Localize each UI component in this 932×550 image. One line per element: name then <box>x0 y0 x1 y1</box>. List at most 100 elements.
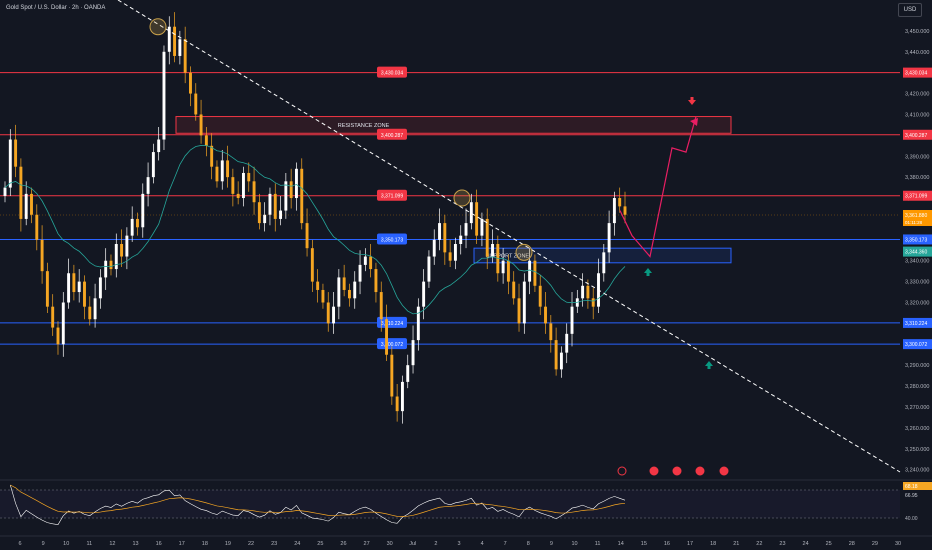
candle-body <box>289 181 293 199</box>
candle-body <box>8 139 12 188</box>
candle-body <box>416 306 420 341</box>
candle-body <box>173 26 177 56</box>
candle-body <box>178 39 182 56</box>
time-tick-label: 12 <box>109 541 115 547</box>
candle-body <box>591 298 595 307</box>
candle-body <box>268 193 272 215</box>
up-arrow-icon <box>644 268 652 276</box>
candle-body <box>491 244 494 257</box>
currency-button[interactable]: USD <box>898 3 922 17</box>
candle-body <box>294 168 298 199</box>
candle-body <box>475 202 479 236</box>
price-tick-label: 3,250.000 <box>905 447 929 453</box>
countdown-label: 01:11:28 <box>905 220 923 225</box>
candle-body <box>326 302 330 324</box>
candle-body <box>385 319 388 355</box>
candle-body <box>332 306 336 324</box>
price-tick-label: 3,410.000 <box>905 112 929 118</box>
candle-body <box>24 193 28 219</box>
time-tick-label: 2 <box>434 541 437 547</box>
up-arrow-icon <box>705 361 713 369</box>
candle-body <box>72 273 76 293</box>
candle-body <box>257 202 261 224</box>
candle-body <box>51 306 55 328</box>
economic-event-icon <box>672 466 682 476</box>
time-tick-label: 17 <box>179 541 185 547</box>
candle-body <box>538 285 542 307</box>
candle-body <box>570 306 574 334</box>
candle-body <box>252 181 256 203</box>
candle-body <box>30 193 33 215</box>
candle-body <box>35 214 39 240</box>
time-tick-label: 9 <box>42 541 45 547</box>
ema-tag-label: 3,344.360 <box>905 250 927 256</box>
candle-body <box>374 269 378 293</box>
candle-body <box>581 285 585 299</box>
candle-body <box>157 139 161 153</box>
candle-body <box>559 352 563 370</box>
candle-body <box>305 223 309 249</box>
downtrend-line <box>117 0 901 473</box>
ema-line <box>4 145 626 315</box>
time-tick-label: 23 <box>271 541 277 547</box>
touch-circle <box>515 243 533 261</box>
candle-body <box>337 277 341 307</box>
candle-body <box>448 252 452 261</box>
time-tick-label: 25 <box>826 541 832 547</box>
candle-body <box>210 145 214 167</box>
candle-body <box>19 166 23 219</box>
time-tick-label: 18 <box>202 541 208 547</box>
time-tick-label: 19 <box>225 541 231 547</box>
candle-body <box>316 281 320 290</box>
price-tick-label: 3,270.000 <box>905 405 929 411</box>
rsi-ma-line <box>10 484 626 517</box>
candle-body <box>40 239 44 272</box>
axis-level-label: 3,430.034 <box>905 71 927 77</box>
candle-body <box>400 381 404 412</box>
zone-box <box>175 116 732 134</box>
candle-body <box>114 244 118 270</box>
time-tick-label: 30 <box>895 541 901 547</box>
candle-body <box>215 166 219 182</box>
axis-level-label: 3,371.099 <box>905 194 927 200</box>
candle-body <box>459 235 463 244</box>
time-tick-label: 14 <box>618 541 624 547</box>
price-tick-label: 3,380.000 <box>905 175 929 181</box>
level-tag-label: 3,300.072 <box>381 342 403 348</box>
time-tick-label: 26 <box>340 541 346 547</box>
level-tag-label: 3,371.099 <box>381 194 403 200</box>
rsi-line <box>10 484 626 525</box>
candle-body <box>363 256 367 265</box>
candle-body <box>199 114 203 136</box>
time-tick-label: 16 <box>156 541 162 547</box>
candle-body <box>342 277 346 290</box>
economic-event-icon <box>719 466 729 476</box>
level-tag-label: 3,350.173 <box>381 237 403 243</box>
price-tick-label: 3,450.000 <box>905 29 929 35</box>
candle-body <box>109 260 113 270</box>
time-tick-label: 3 <box>457 541 460 547</box>
touch-circle <box>149 18 167 36</box>
candle-body <box>151 152 155 178</box>
price-tick-label: 3,420.000 <box>905 92 929 98</box>
level-tag <box>377 66 407 78</box>
candle-body <box>528 260 532 282</box>
candle-body <box>136 218 139 228</box>
candle-body <box>242 172 245 199</box>
time-tick-label: 29 <box>872 541 878 547</box>
rsi-band <box>0 490 900 518</box>
economic-event-icon <box>695 466 705 476</box>
axis-level-label: 3,310.224 <box>905 321 927 327</box>
candle-body <box>141 193 145 228</box>
candle-body <box>485 218 489 257</box>
candle-body <box>469 202 473 224</box>
candle-body <box>522 281 526 324</box>
candle-body <box>480 218 484 236</box>
resistance-zone-label: RESISTANCE ZONE <box>338 123 390 129</box>
price-tick-label: 3,240.000 <box>905 468 929 474</box>
candle-body <box>623 206 627 215</box>
candle-body <box>284 181 288 211</box>
candle-body <box>67 273 71 303</box>
time-tick-label: 23 <box>779 541 785 547</box>
